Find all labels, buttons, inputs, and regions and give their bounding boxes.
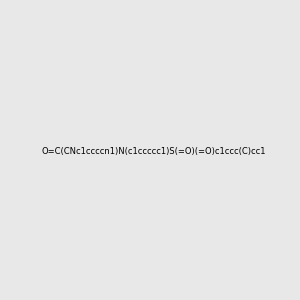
- Text: O=C(CNc1ccccn1)N(c1ccccc1)S(=O)(=O)c1ccc(C)cc1: O=C(CNc1ccccn1)N(c1ccccc1)S(=O)(=O)c1ccc…: [41, 147, 266, 156]
